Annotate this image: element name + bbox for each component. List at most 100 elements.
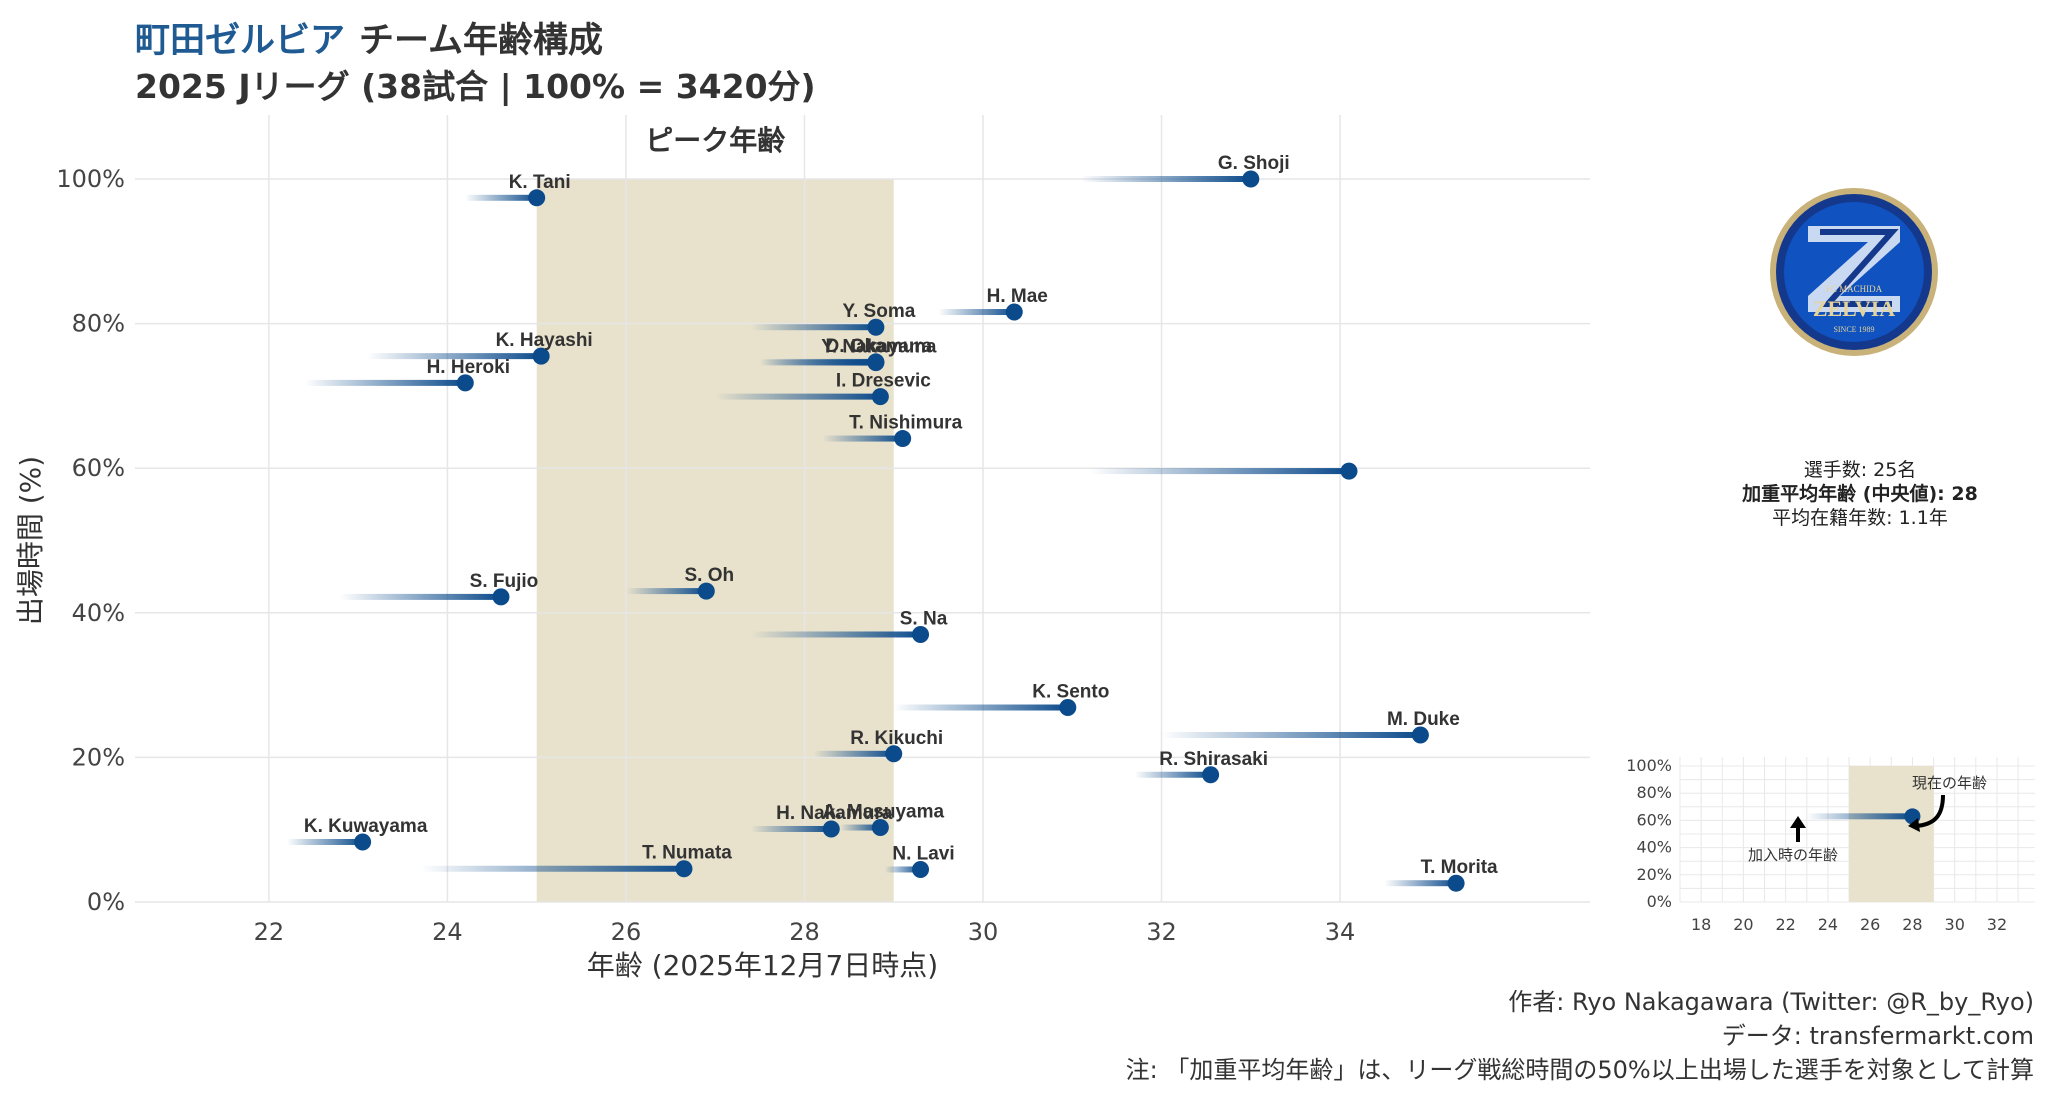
tenure-trail: [465, 194, 537, 201]
player-point: [1242, 170, 1260, 188]
logo-line2: ZELVIA: [1813, 296, 1895, 321]
player-point: [871, 819, 889, 837]
tenure-trail: [750, 631, 921, 638]
tenure-trail: [420, 865, 684, 872]
player-point: [885, 745, 903, 763]
player-label: R. Shirasaki: [1159, 749, 1268, 770]
tenure-trail: [367, 353, 542, 360]
inset-y-tick-label: 20%: [1636, 865, 1672, 884]
chart-title: 町田ゼルビア チーム年齢構成: [135, 12, 603, 63]
player-point: [912, 625, 930, 643]
player-label: K. Hayashi: [496, 330, 593, 351]
player-point: [492, 588, 510, 606]
player-label: K. Tani: [509, 172, 571, 193]
player-label: T. Morita: [1421, 857, 1498, 878]
tenure-trail: [1384, 880, 1457, 887]
player-label: Y. Nakayama: [821, 337, 937, 358]
inset-x-tick-label: 24: [1818, 915, 1838, 934]
player-point: [1447, 874, 1465, 892]
footnote: 注: 「加重平均年齢」は、リーグ戦総時間の50%以上出場した選手を対象として計算: [1125, 1056, 2034, 1084]
player-point: [1411, 726, 1429, 744]
player-point: [822, 820, 840, 838]
x-tick-label: 30: [968, 918, 999, 946]
x-tick-label: 22: [254, 918, 285, 946]
y-axis-label: 出場時間 (%): [14, 456, 47, 625]
player-label: R. Kikuchi: [850, 728, 943, 749]
y-tick-label: 20%: [72, 743, 125, 771]
inset-y-tick-label: 80%: [1636, 783, 1672, 802]
player-label: S. Oh: [684, 565, 734, 586]
player-label: M. Duke: [1387, 709, 1460, 730]
team-name: 町田ゼルビア: [135, 21, 346, 61]
inset-y-tick-label: 100%: [1626, 756, 1672, 775]
tenure-trail: [1134, 771, 1211, 778]
peak-band-rect: [536, 179, 894, 902]
logo-line1: FC MACHIDA: [1826, 284, 1883, 294]
player-label: S. Na: [900, 608, 948, 629]
tenure-trail: [759, 359, 876, 366]
average-tenure: 平均在籍年数: 1.1年: [1772, 507, 1948, 529]
tenure-trail: [750, 324, 876, 331]
current-age-arrow: [1914, 794, 1945, 828]
inset-ticks: 18 20 22 24 26 28 30 32 0% 20% 40% 60% 80% 100%: [1626, 756, 2007, 934]
player-count: 選手数: 25名: [1803, 459, 1917, 481]
player-label: A. Masuyama: [823, 802, 945, 823]
player-point: [697, 582, 715, 600]
player-point: [1202, 766, 1220, 784]
player-label: T. Numata: [642, 843, 732, 864]
tenure-trail: [813, 750, 894, 757]
player-marks: K. Tani G. Shoji H. Mae Y. Soma D. Okamura K.…: [286, 153, 1498, 892]
player-label: G. Shoji: [1218, 153, 1290, 174]
club-logo: FC MACHIDA ZELVIA SINCE 1989: [1770, 188, 1938, 356]
tenure-trail: [304, 379, 466, 386]
player-point: [1005, 303, 1023, 321]
player-point: [456, 374, 474, 392]
player-point: [867, 318, 885, 336]
player-point: [867, 354, 885, 372]
tenure-trail: [1090, 468, 1349, 475]
player-label: D. Okamura: [826, 336, 933, 357]
inset-example-trail: [1806, 813, 1913, 820]
title-rest: チーム年齢構成: [359, 21, 603, 61]
team-stats: 選手数: 25名 加重平均年齢 (中央値): 28 平均在籍年数: 1.1年: [1690, 458, 2030, 530]
inset-x-tick-label: 20: [1733, 915, 1753, 934]
player-label: H. Heroki: [427, 357, 510, 378]
y-tick-label: 60%: [72, 454, 125, 482]
tenure-trail: [286, 838, 363, 845]
player-label: T. Nishimura: [849, 413, 962, 434]
tenure-trail: [1081, 176, 1251, 182]
player-point: [528, 189, 546, 207]
player-label: K. Kuwayama: [304, 816, 428, 837]
legend-inset: 18 20 22 24 26 28 30 32 0% 20% 40% 60% 80% 100% 現在の年齢…: [1626, 755, 2035, 934]
peak-band-label: ピーク年齢: [645, 124, 785, 157]
y-tick-label: 0%: [87, 888, 125, 916]
author-credit: 作者: Ryo Nakagawara (Twitter: @R_by_Ryo): [1508, 988, 2034, 1016]
current-age-label: 現在の年齢: [1912, 774, 1987, 792]
inset-y-tick-label: 40%: [1636, 838, 1672, 857]
x-ticks: 22 24 26 28 30 32 34: [254, 918, 1356, 946]
player-point: [871, 388, 889, 406]
x-tick-label: 26: [611, 918, 642, 946]
peak-band: [536, 179, 894, 902]
player-point: [532, 347, 550, 365]
current-age-arrowhead: [1908, 818, 1920, 832]
inset-x-tick-label: 32: [1987, 915, 2007, 934]
tenure-trail: [938, 309, 1015, 316]
tenure-trail: [625, 588, 707, 595]
player-label: H. Nakamura: [776, 803, 893, 824]
tenure-trail: [822, 435, 903, 442]
grid-lines: [135, 115, 1590, 903]
player-point: [912, 860, 930, 878]
x-tick-label: 24: [432, 918, 463, 946]
joined-age-label: 加入時の年齢: [1748, 846, 1838, 864]
main-chart: 22 24 26 28 30 32 34 0% 20% 40% 60% 80% 100% K. Tan…: [14, 115, 1590, 982]
logo-line3: SINCE 1989: [1833, 325, 1874, 334]
inset-band: [1849, 766, 1934, 902]
y-tick-label: 80%: [72, 310, 125, 338]
y-ticks: 0% 20% 40% 60% 80% 100%: [56, 165, 125, 916]
x-axis-label: 年齢 (2025年12月7日時点): [587, 949, 938, 982]
player-label: N. Lavi: [892, 843, 954, 864]
inset-x-tick-label: 28: [1902, 915, 1922, 934]
tenure-trail: [1161, 731, 1421, 738]
tenure-trail: [893, 704, 1068, 711]
